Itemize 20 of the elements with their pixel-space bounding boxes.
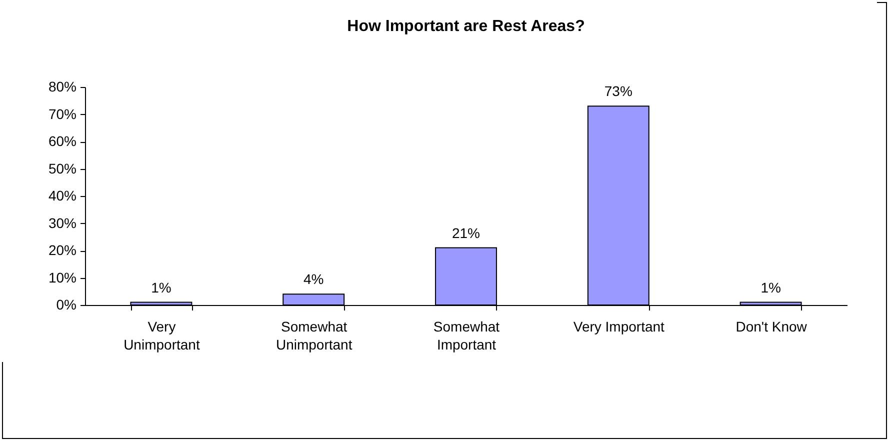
- y-tick-label: 10%: [48, 269, 76, 286]
- data-label: 1%: [151, 279, 172, 296]
- data-label: 4%: [303, 271, 324, 288]
- y-tick-label: 50%: [48, 160, 76, 176]
- x-tick-label: Very Unimportant: [124, 318, 200, 352]
- y-tick-label: 70%: [48, 106, 76, 122]
- y-tick-label: 40%: [48, 188, 76, 204]
- data-label: 1%: [760, 279, 781, 296]
- data-label: 21%: [452, 224, 480, 241]
- x-tick-label: Somewhat Unimportant: [276, 318, 352, 352]
- x-tick-label: Somewhat Important: [433, 318, 500, 352]
- x-tick-label: Very Important: [573, 318, 665, 334]
- y-tick-label: 80%: [48, 78, 76, 94]
- y-tick-label: 30%: [48, 214, 76, 231]
- y-tick-label: 60%: [48, 133, 76, 149]
- chart-title: How Important are Rest Areas?: [347, 18, 585, 35]
- y-tick-label: 20%: [48, 242, 76, 258]
- x-tick-label: Don't Know: [736, 318, 808, 334]
- y-tick-label: 0%: [56, 296, 76, 312]
- data-label: 73%: [604, 83, 632, 100]
